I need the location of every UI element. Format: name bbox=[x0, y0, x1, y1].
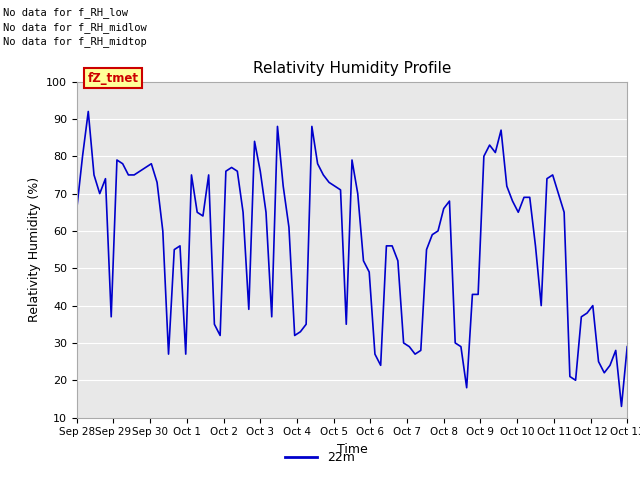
Y-axis label: Relativity Humidity (%): Relativity Humidity (%) bbox=[28, 177, 40, 322]
Legend: 22m: 22m bbox=[280, 446, 360, 469]
Text: No data for f_RH_low: No data for f_RH_low bbox=[3, 7, 128, 18]
Text: No data for f_RH_midlow: No data for f_RH_midlow bbox=[3, 22, 147, 33]
X-axis label: Time: Time bbox=[337, 443, 367, 456]
Text: fZ_tmet: fZ_tmet bbox=[88, 72, 139, 84]
Title: Relativity Humidity Profile: Relativity Humidity Profile bbox=[253, 61, 451, 76]
Text: No data for f_RH_midtop: No data for f_RH_midtop bbox=[3, 36, 147, 47]
